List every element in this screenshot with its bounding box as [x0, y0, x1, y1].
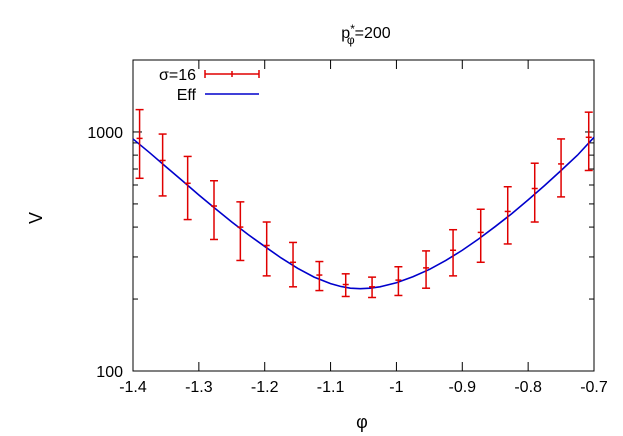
sigma-series	[135, 108, 593, 299]
error-bar-point	[210, 180, 219, 241]
chart-title-sub: φ	[347, 33, 355, 47]
error-bar-point	[530, 162, 539, 223]
error-bar-point	[135, 108, 144, 180]
error-bar-point	[341, 273, 350, 298]
chart-title: p* φ=200	[341, 22, 391, 47]
eff-line	[132, 136, 595, 290]
x-tick-label: -1.1	[317, 379, 345, 396]
x-tick-label: -1.3	[185, 379, 213, 396]
y-axis-label: V	[26, 212, 46, 224]
chart-title-sup: *	[350, 22, 355, 36]
error-bar-point	[422, 250, 431, 289]
error-bar-point	[557, 138, 566, 198]
chart-title-rest: =200	[355, 25, 391, 42]
error-bar-point	[394, 265, 403, 297]
y-tick-label: 100	[96, 364, 123, 381]
error-bar-point	[262, 221, 271, 277]
legend-swatch-sigma	[204, 70, 260, 78]
chart-title-base: p	[341, 25, 350, 42]
legend-label-eff: Eff	[177, 87, 197, 104]
error-bar-point	[183, 155, 192, 221]
x-tick-label: -0.9	[448, 379, 476, 396]
axis-tick-labels: -1.4 -1.3 -1.2 -1.1 -1 -0.9 -0.8 -0.7 100 1000	[87, 125, 607, 396]
error-bar-point	[315, 260, 324, 292]
legend: σ=16 Eff	[159, 67, 260, 104]
error-bar-point	[503, 185, 512, 245]
axis-ticks	[132, 59, 595, 372]
error-bar-point	[236, 201, 245, 262]
x-tick-label: -0.8	[514, 379, 542, 396]
x-axis-label: φ	[356, 412, 368, 432]
error-bar-point	[449, 228, 458, 277]
x-tick-label: -1.2	[251, 379, 279, 396]
eff-series	[132, 136, 595, 290]
error-bar-point	[289, 241, 298, 288]
error-bar-point	[476, 208, 485, 264]
x-tick-label: -1.4	[119, 379, 147, 396]
error-bar-point	[368, 276, 377, 299]
error-bar-point	[158, 133, 167, 197]
x-tick-label: -1	[389, 379, 403, 396]
y-tick-label: 1000	[87, 125, 123, 142]
legend-label-sigma: σ=16	[159, 67, 196, 84]
x-tick-label: -0.7	[580, 379, 608, 396]
error-bar-point	[584, 111, 593, 172]
plot-frame	[132, 59, 595, 372]
